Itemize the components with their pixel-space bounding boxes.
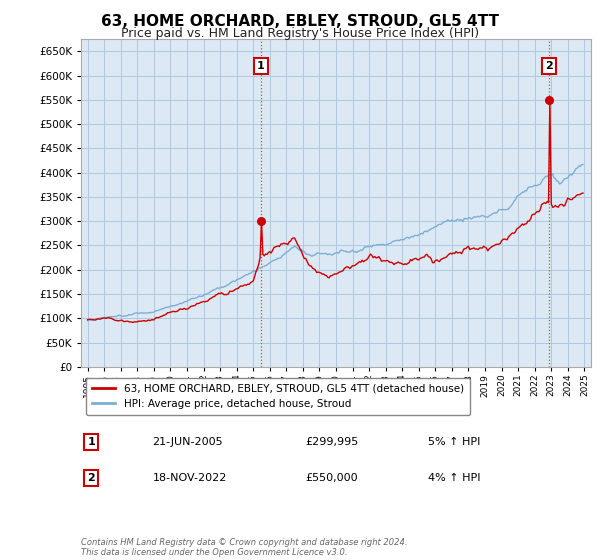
Text: 2: 2 bbox=[545, 61, 553, 71]
Text: Contains HM Land Registry data © Crown copyright and database right 2024.
This d: Contains HM Land Registry data © Crown c… bbox=[81, 538, 407, 557]
Text: 4% ↑ HPI: 4% ↑ HPI bbox=[428, 473, 481, 483]
Text: 18-NOV-2022: 18-NOV-2022 bbox=[152, 473, 227, 483]
Text: 1: 1 bbox=[88, 437, 95, 447]
Text: 63, HOME ORCHARD, EBLEY, STROUD, GL5 4TT: 63, HOME ORCHARD, EBLEY, STROUD, GL5 4TT bbox=[101, 14, 499, 29]
Text: £299,995: £299,995 bbox=[305, 437, 359, 447]
Text: 2: 2 bbox=[88, 473, 95, 483]
Text: 1: 1 bbox=[257, 61, 265, 71]
Text: 5% ↑ HPI: 5% ↑ HPI bbox=[428, 437, 480, 447]
Text: £550,000: £550,000 bbox=[305, 473, 358, 483]
Text: 21-JUN-2005: 21-JUN-2005 bbox=[152, 437, 223, 447]
Text: Price paid vs. HM Land Registry's House Price Index (HPI): Price paid vs. HM Land Registry's House … bbox=[121, 27, 479, 40]
Legend: 63, HOME ORCHARD, EBLEY, STROUD, GL5 4TT (detached house), HPI: Average price, d: 63, HOME ORCHARD, EBLEY, STROUD, GL5 4TT… bbox=[86, 377, 470, 416]
